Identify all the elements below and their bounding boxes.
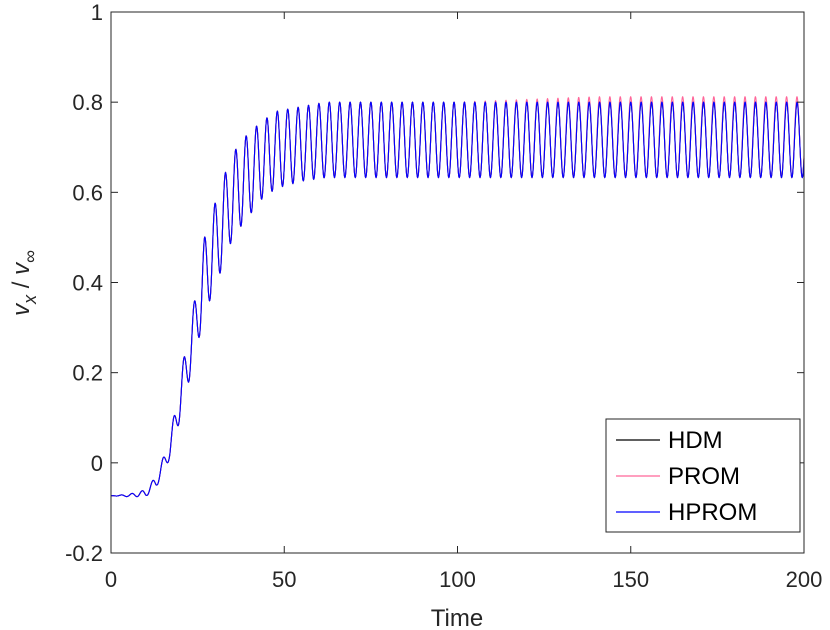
y-tick-label: 0 — [91, 451, 103, 476]
legend-box — [605, 418, 801, 533]
y-axis-label-v: v — [8, 302, 35, 316]
y-tick-label: 0.4 — [72, 271, 103, 296]
y-tick-label: -0.2 — [65, 541, 103, 566]
legend-label-prom: PROM — [668, 463, 740, 490]
y-axis-label-sub-x: x — [20, 294, 40, 305]
ticks-layer — [110, 11, 805, 554]
x-axis-label: Time — [431, 605, 483, 630]
legend-label-hprom: HPROM — [668, 499, 757, 526]
y-axis-label-v2: v — [8, 261, 35, 275]
y-axis-label: vx / v∞ — [8, 250, 40, 316]
legend: HDM PROM HPROM — [605, 418, 801, 533]
legend-label-hdm: HDM — [668, 427, 723, 454]
x-tick-label: 100 — [439, 567, 476, 592]
x-tick-label: 150 — [612, 567, 649, 592]
y-tick-label: 0.8 — [72, 90, 103, 115]
series-line-hprom — [110, 101, 805, 498]
y-tick-label: 0.2 — [72, 361, 103, 386]
x-tick-label: 200 — [786, 567, 823, 592]
y-tick-label: 1 — [91, 0, 103, 25]
y-axis-label-slash: / — [8, 275, 35, 295]
x-tick-label: 50 — [272, 567, 296, 592]
y-tick-label: 0.6 — [72, 180, 103, 205]
y-axis-label-sub-inf: ∞ — [20, 250, 40, 263]
series-layer — [110, 96, 805, 498]
x-tick-label: 0 — [105, 567, 117, 592]
tick-labels-layer: 0 50 100 150 200-0.200.20.40.60.81 — [65, 0, 822, 592]
